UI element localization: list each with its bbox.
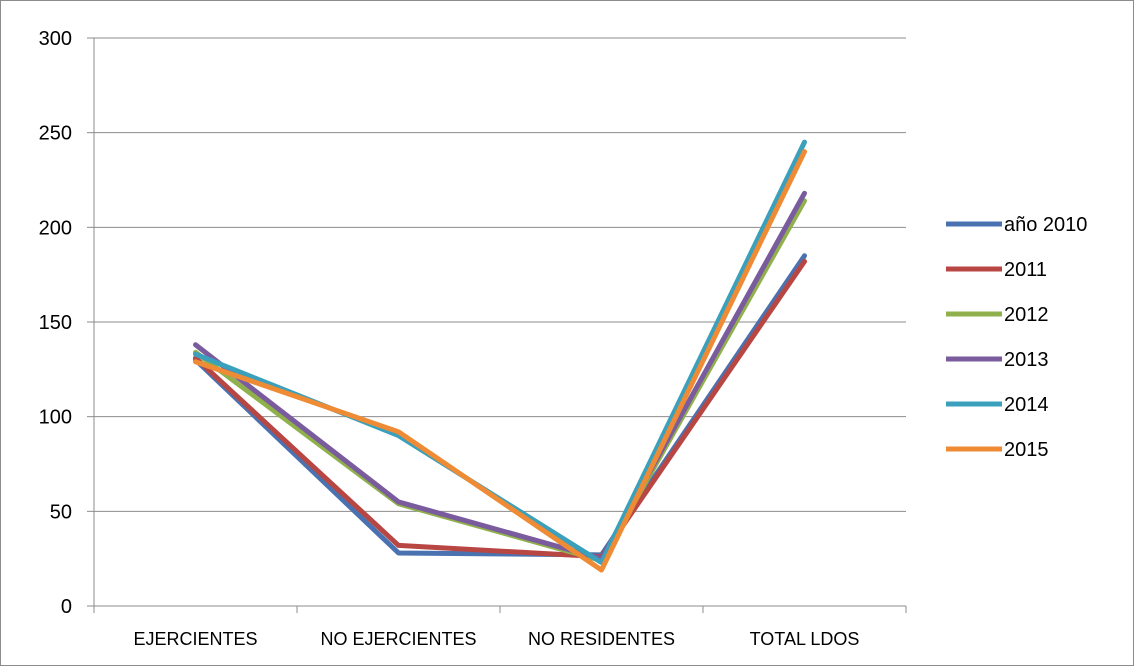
- x-category-label: TOTAL LDOS: [750, 629, 860, 649]
- x-category-label: NO RESIDENTES: [528, 629, 675, 649]
- legend-label: 2012: [1004, 304, 1049, 326]
- series-line-3: [193, 190, 807, 562]
- legend: año 2010 2011 2012 2013 2014 2015: [946, 214, 1087, 461]
- series-line-1: [193, 258, 807, 560]
- series-line-5: [193, 149, 807, 573]
- legend-label: 2014: [1004, 394, 1049, 416]
- legend-label: año 2010: [1004, 214, 1087, 236]
- x-category-label: EJERCIENTES: [133, 629, 257, 649]
- x-category-label: NO EJERCIENTES: [320, 629, 476, 649]
- y-tick-label: 100: [39, 407, 72, 429]
- y-tick-label: 200: [39, 217, 72, 239]
- y-tick-label: 50: [50, 501, 72, 523]
- series-line-2: [193, 198, 807, 564]
- series-lines: [193, 139, 807, 573]
- series-line-0: [193, 253, 807, 558]
- y-tick-label: 0: [61, 596, 72, 618]
- y-tick-label: 300: [39, 28, 72, 50]
- y-axis-ticks: 0 50 100 150 200 250 300: [39, 28, 72, 618]
- gridlines: [94, 37, 906, 512]
- legend-label: 2013: [1004, 349, 1049, 371]
- x-axis-categories: EJERCIENTES NO EJERCIENTES NO RESIDENTES TO…: [133, 629, 859, 649]
- y-tick-label: 250: [39, 123, 72, 145]
- y-tick-label: 150: [39, 312, 72, 334]
- legend-label: 2011: [1004, 259, 1047, 281]
- legend-label: 2015: [1004, 439, 1049, 461]
- axes: [87, 37, 907, 613]
